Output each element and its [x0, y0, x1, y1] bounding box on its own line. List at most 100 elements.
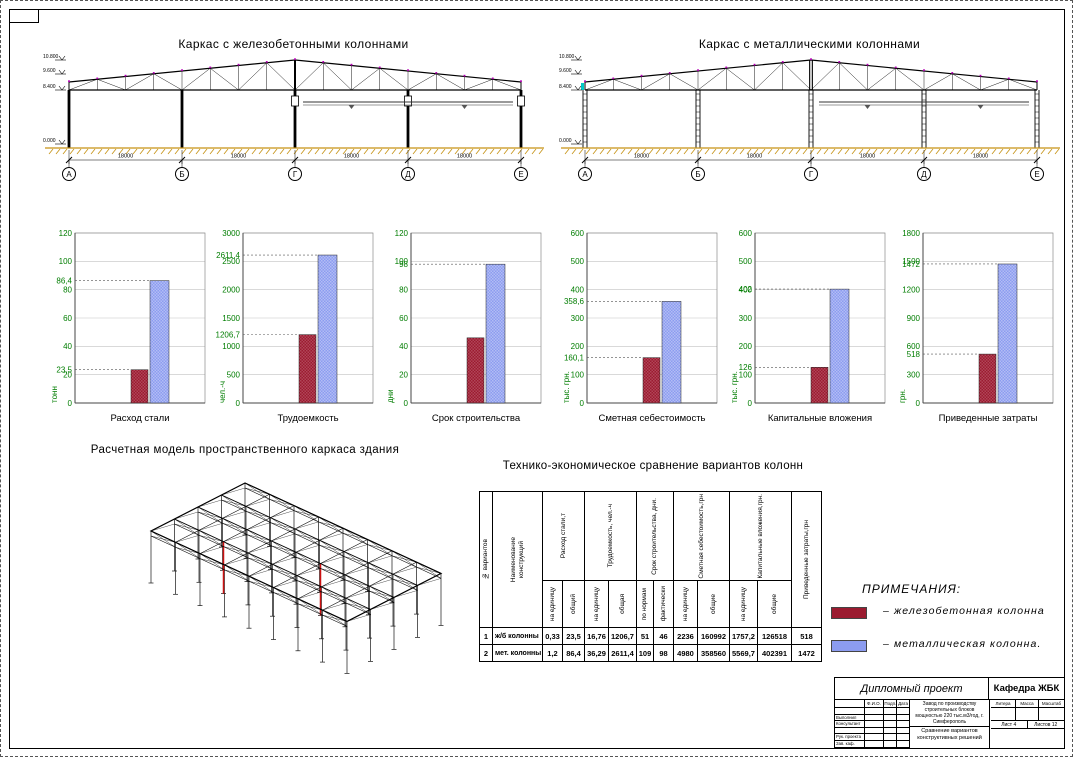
svg-text:1472: 1472	[902, 260, 920, 269]
person-row-cell	[897, 708, 909, 714]
svg-text:10.800: 10.800	[43, 54, 59, 60]
svg-text:18000: 18000	[231, 154, 246, 160]
legend-label: – металлическая колонна.	[883, 638, 1042, 650]
svg-text:500: 500	[571, 257, 585, 266]
svg-text:100: 100	[395, 257, 409, 266]
table-subheader: на единицу	[673, 580, 698, 628]
legend-swatch-steel	[831, 640, 867, 652]
chart-svg-3: 0 20 40 60 80 100 120 98 дни Срок строительства	[386, 229, 542, 424]
svg-text:0: 0	[580, 399, 585, 408]
x-axis-title: Капитальные вложения	[768, 413, 872, 424]
bars	[130, 280, 170, 404]
svg-text:518: 518	[907, 350, 921, 359]
svg-text:1206,7: 1206,7	[216, 330, 241, 339]
x-axis-title: Трудоемкость	[277, 413, 338, 424]
x-axis-title: Сметная себестоимость	[598, 413, 705, 424]
svg-text:Г: Г	[293, 170, 298, 179]
table-cell: мет. колонны	[492, 644, 543, 662]
chart-svg-4: 0 100 200 300 400 500 600 160,1 358,6 тыс. грн. См…	[562, 229, 718, 424]
bar-concrete	[810, 367, 829, 404]
steel-columns	[581, 60, 1040, 148]
svg-text:100: 100	[59, 257, 73, 266]
value-labels: 160,1 358,6	[564, 297, 662, 362]
table-header: Сметная себестоимость,грн	[673, 491, 730, 581]
person-row-cell	[865, 708, 885, 714]
table-cell: 4980	[673, 644, 698, 662]
table-cell: 2236	[673, 627, 698, 645]
person-col-header	[835, 700, 865, 707]
table-subheader: общий	[562, 580, 585, 628]
svg-text:0.000: 0.000	[559, 138, 572, 144]
comparison-table: № вариантов Наименование конструкций Расход…	[479, 491, 822, 662]
table-row: 2 мет. колонны 1,2 86,4 36,29 2611,4 109 98 4980…	[479, 644, 822, 662]
svg-text:2611,4: 2611,4	[216, 251, 240, 260]
corner-box	[9, 9, 39, 23]
svg-text:1500: 1500	[902, 257, 920, 266]
svg-text:18000: 18000	[118, 154, 133, 160]
legend-swatch-concrete	[831, 607, 867, 619]
svg-text:9.600: 9.600	[43, 68, 56, 74]
svg-text:Е: Е	[518, 170, 523, 179]
model-columns	[148, 483, 444, 674]
chart-2: 0 500 1000 1500 2000 2500 3000 1206,7 2611,4 чел.…	[213, 209, 379, 433]
table-cell: 1	[479, 627, 493, 645]
attr-header: Масса	[1016, 700, 1039, 707]
table-cell: 1757,2	[729, 627, 758, 645]
person-row-cell	[835, 708, 865, 714]
sheet-frame	[9, 9, 1065, 749]
svg-text:300: 300	[739, 314, 753, 323]
svg-text:Б: Б	[695, 170, 700, 179]
concrete-columns	[67, 60, 525, 148]
person-row-cell	[897, 741, 909, 747]
svg-text:Г: Г	[809, 170, 814, 179]
ground-hatch	[561, 147, 1060, 155]
table-cell: 2611,4	[608, 644, 637, 662]
svg-text:358,6: 358,6	[564, 297, 585, 306]
table-cell: 1,2	[542, 644, 563, 662]
table-row: 1 ж/б колонны 0,33 23,5 16,76 1206,7 51 46 2236 1…	[479, 627, 822, 645]
person-row-cell	[835, 727, 865, 734]
svg-text:100: 100	[739, 370, 753, 379]
value-labels: 1206,7 2611,4	[216, 251, 318, 339]
bar-concrete	[130, 369, 149, 404]
3d-frame-model	[49, 467, 459, 695]
bar-steel	[661, 301, 682, 404]
person-row-cell	[884, 734, 898, 740]
y-axis-ticks: 0 300 600 900 1200 1500 1800	[902, 229, 920, 408]
svg-text:Е: Е	[1034, 170, 1039, 179]
x-axis-title: Срок строительства	[432, 413, 521, 424]
svg-text:0: 0	[404, 399, 409, 408]
svg-text:8.400: 8.400	[559, 84, 572, 90]
svg-text:80: 80	[63, 285, 72, 294]
table-header: Срок строительства, дни.	[636, 491, 674, 581]
elevation-drawing-concrete: 18000 18000 18000 18000 А Б Г Д Е 10.800 9.600 8.40…	[43, 54, 544, 181]
y-unit-label: тонн	[50, 386, 59, 403]
person-row-cell	[884, 708, 898, 714]
elevation-steel-frame: Каркас с металлическими колоннами 18000 1…	[557, 37, 1062, 189]
chart-4: 0 100 200 300 400 500 600 160,1 358,6 тыс. грн. См…	[557, 209, 723, 433]
svg-text:120: 120	[395, 229, 409, 238]
attr-value	[1039, 708, 1064, 720]
chart-svg-5: 0 100 200 300 400 500 600 126 402 тыс. грн. Капита…	[730, 229, 886, 424]
bar-steel	[485, 263, 506, 404]
svg-text:300: 300	[907, 370, 921, 379]
y-unit-label: тыс. грн.	[562, 371, 571, 403]
elevation-marks: 10.800 9.600 8.400 0.000	[43, 54, 66, 145]
y-axis-ticks: 0 100 200 300 400 500 600	[739, 229, 753, 408]
svg-text:8.400: 8.400	[43, 84, 56, 90]
bar-concrete	[298, 334, 317, 404]
table-cell: 1472	[791, 644, 822, 662]
svg-text:200: 200	[739, 342, 753, 351]
bar-concrete	[466, 337, 485, 404]
person-row-cell: Выполнил	[835, 714, 865, 721]
table-cell: 518	[791, 627, 822, 645]
svg-text:18000: 18000	[973, 154, 988, 160]
subject-text: Сравнение вариантов конструктивных решен…	[917, 728, 982, 741]
svg-text:1000: 1000	[222, 342, 240, 351]
person-row-cell	[897, 721, 909, 727]
attrs-block: Литера Масса Масштаб Лист 4 Листов 12	[991, 700, 1064, 748]
person-col-header: Подп.	[884, 700, 898, 707]
table-header: Капитальные вложения,грн.	[729, 491, 792, 581]
